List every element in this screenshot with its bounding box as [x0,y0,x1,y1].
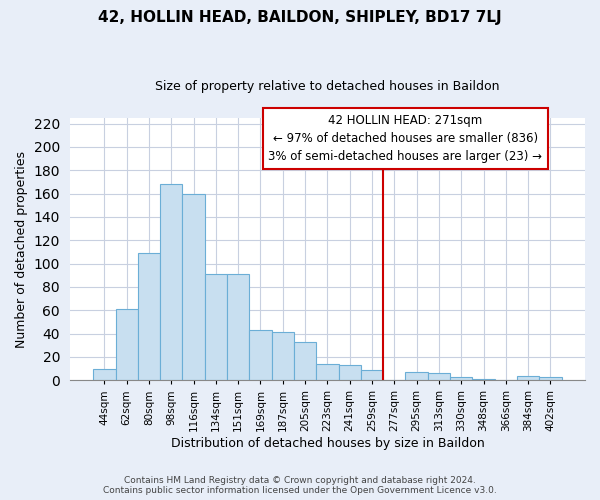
Y-axis label: Number of detached properties: Number of detached properties [15,150,28,348]
Bar [338,365,361,380]
Bar [406,372,428,380]
Bar [93,368,116,380]
Text: Contains HM Land Registry data © Crown copyright and database right 2024.
Contai: Contains HM Land Registry data © Crown c… [103,476,497,495]
Bar [250,330,272,380]
Bar [205,274,227,380]
Text: 42 HOLLIN HEAD: 271sqm
← 97% of detached houses are smaller (836)
3% of semi-det: 42 HOLLIN HEAD: 271sqm ← 97% of detached… [268,114,542,164]
Bar [450,377,472,380]
Bar [272,332,294,380]
Bar [316,364,338,380]
Bar [539,377,562,380]
X-axis label: Distribution of detached houses by size in Baildon: Distribution of detached houses by size … [170,437,484,450]
Bar [138,253,160,380]
Bar [160,184,182,380]
Bar [517,376,539,380]
Bar [294,342,316,380]
Bar [428,374,450,380]
Bar [227,274,250,380]
Bar [361,370,383,380]
Bar [472,379,494,380]
Title: Size of property relative to detached houses in Baildon: Size of property relative to detached ho… [155,80,500,93]
Bar [182,194,205,380]
Text: 42, HOLLIN HEAD, BAILDON, SHIPLEY, BD17 7LJ: 42, HOLLIN HEAD, BAILDON, SHIPLEY, BD17 … [98,10,502,25]
Bar [116,309,138,380]
